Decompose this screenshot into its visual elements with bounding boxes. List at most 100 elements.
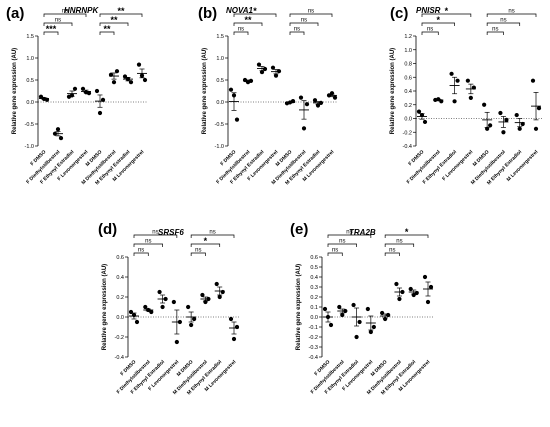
significance-bracket <box>327 243 357 247</box>
data-point <box>371 324 376 330</box>
significance-bracket <box>289 31 305 35</box>
y-axis-label: Relative gene expression (AU) <box>102 264 108 350</box>
y-tick-label: -0.3 <box>309 345 318 351</box>
y-tick-label: 1.0 <box>404 48 412 54</box>
y-tick-label: 0.0 <box>404 117 412 123</box>
y-tick-label: -0.4 <box>403 144 412 150</box>
data-point <box>171 299 176 305</box>
significance-label: ns <box>195 248 201 254</box>
category-label: F Levonorgestrel <box>441 149 474 182</box>
significance-bracket <box>43 13 87 17</box>
significance-bracket <box>421 31 439 35</box>
data-point <box>220 289 225 295</box>
significance-label: ns <box>238 27 244 33</box>
data-point <box>422 119 428 125</box>
significance-bracket <box>486 31 504 35</box>
data-point <box>200 292 205 298</box>
y-tick-label: -0.1 <box>309 325 318 331</box>
panel-letter: (c) <box>390 5 408 22</box>
data-point <box>97 110 103 116</box>
significance-label: ns <box>427 27 433 33</box>
chart-panel-nova1: (b) NOVA1 -1.0 -0.5 0.0 0.5 1.0 1.5 Relative gen… <box>198 5 338 186</box>
data-point <box>231 336 237 342</box>
significance-bracket <box>99 13 143 17</box>
y-tick-label: 0.1 <box>310 305 318 311</box>
panel-title: HNRNPK <box>64 6 99 15</box>
significance-label: ns <box>62 9 68 15</box>
significance-bracket <box>289 22 319 26</box>
data-point <box>514 112 519 118</box>
data-point <box>397 296 402 302</box>
significance-bracket <box>233 22 263 26</box>
significance-label: ns <box>308 9 314 15</box>
data-point <box>340 312 345 318</box>
data-point <box>517 126 522 131</box>
y-tick-label: 0.5 <box>310 265 318 271</box>
data-point <box>256 62 262 67</box>
significance-label: ns <box>301 18 307 24</box>
data-point <box>425 299 431 305</box>
data-point <box>498 110 503 116</box>
y-tick-label: -0.2 <box>115 335 124 341</box>
data-point <box>270 65 276 70</box>
data-point <box>465 78 470 83</box>
y-tick-label: 0.8 <box>404 62 412 68</box>
y-tick-label: 1.0 <box>216 56 224 62</box>
significance-label: ** <box>110 15 118 25</box>
significance-label: * <box>253 6 257 16</box>
data-point <box>533 126 539 131</box>
significance-bracket <box>133 252 149 256</box>
significance-bracket <box>190 243 221 247</box>
significance-bracket <box>327 234 372 238</box>
significance-bracket <box>384 252 400 256</box>
y-tick-label: 0.0 <box>26 100 34 106</box>
y-tick-label: 0.2 <box>116 295 124 301</box>
significance-label: * <box>437 15 441 25</box>
panel-title: SRSF6 <box>158 228 184 237</box>
significance-bracket <box>421 22 455 26</box>
data-point <box>143 304 148 310</box>
y-tick-label: 0.0 <box>216 100 224 106</box>
significance-bracket <box>421 13 472 17</box>
y-tick-label: -1.0 <box>25 144 34 150</box>
data-point <box>228 316 234 322</box>
data-point <box>536 106 542 111</box>
y-tick-label: 0.4 <box>310 275 318 281</box>
data-point <box>504 117 509 122</box>
significance-label: * <box>204 236 208 246</box>
significance-bracket <box>133 234 178 238</box>
significance-label: ns <box>508 9 514 15</box>
data-point <box>174 339 179 345</box>
significance-label: ns <box>152 230 158 236</box>
data-point <box>58 135 64 141</box>
panel-title: NOVA1 <box>226 6 254 15</box>
data-point <box>189 322 194 328</box>
data-point <box>128 309 134 315</box>
data-point <box>114 69 120 74</box>
y-tick-label: -0.5 <box>25 122 34 128</box>
significance-label: ns <box>492 27 498 33</box>
y-tick-label: 1.5 <box>216 34 224 40</box>
y-tick-label: 0.4 <box>116 275 124 281</box>
y-tick-label: 0.2 <box>310 295 318 301</box>
y-axis-label: Relative gene expression (AU) <box>202 48 208 134</box>
significance-label: ns <box>389 248 395 254</box>
y-tick-label: -0.4 <box>115 355 124 361</box>
y-tick-label: -0.2 <box>403 130 412 136</box>
significance-label: ** <box>244 15 252 25</box>
data-point <box>354 334 359 340</box>
y-tick-label: 0.5 <box>216 78 224 84</box>
data-point <box>422 274 428 280</box>
category-label: M Levonorgestrel <box>506 149 540 183</box>
data-point <box>234 117 240 122</box>
data-point <box>111 80 117 85</box>
y-tick-label: 0.6 <box>310 255 318 261</box>
panel-letter: (d) <box>98 221 117 238</box>
y-tick-label: -1.0 <box>215 144 224 150</box>
chart-panel-hnrnpk: (a) HNRNPK -1.0 -0.5 0.0 0.5 1.0 1.5 Relative ge… <box>6 5 148 186</box>
data-point <box>530 78 536 83</box>
significance-bracket <box>384 234 429 238</box>
significance-bracket <box>233 13 277 17</box>
significance-bracket <box>190 252 206 256</box>
data-point <box>468 95 473 100</box>
